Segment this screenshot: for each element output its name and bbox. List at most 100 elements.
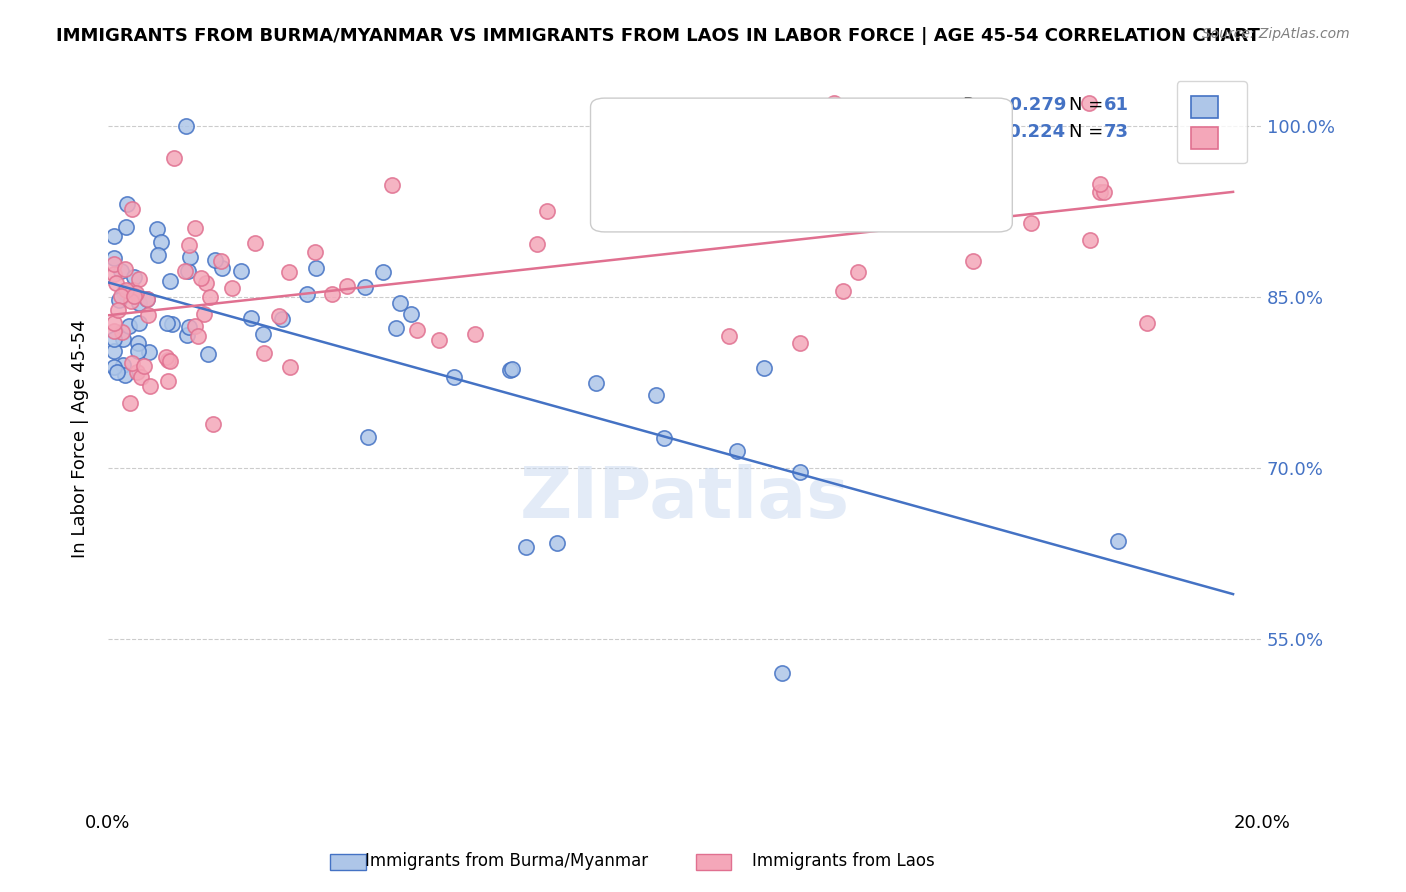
Point — [1078, 233, 1101, 247]
Point — [1135, 316, 1157, 330]
Point — [278, 359, 301, 374]
Y-axis label: In Labor Force | Age 45-54: In Labor Force | Age 45-54 — [72, 319, 89, 558]
Point — [1077, 95, 1099, 110]
Point — [114, 219, 136, 234]
Point — [354, 279, 377, 293]
Text: N =: N = — [1069, 123, 1108, 141]
Point — [163, 151, 186, 165]
Point — [388, 295, 411, 310]
Point — [149, 235, 172, 249]
Point — [111, 359, 134, 373]
Point — [121, 356, 143, 370]
Point — [823, 95, 845, 110]
Point — [103, 332, 125, 346]
Point — [110, 264, 132, 278]
Point — [673, 216, 696, 230]
Point — [193, 307, 215, 321]
Point — [209, 254, 232, 268]
Point — [546, 536, 568, 550]
Point — [176, 327, 198, 342]
Text: Source: ZipAtlas.com: Source: ZipAtlas.com — [1202, 27, 1350, 41]
Point — [725, 443, 748, 458]
Point — [194, 276, 217, 290]
Point — [1092, 185, 1115, 199]
Point — [405, 322, 427, 336]
Point — [1107, 534, 1129, 549]
Point — [1090, 185, 1112, 199]
Point — [117, 197, 139, 211]
Text: Immigrants from Burma/Myanmar: Immigrants from Burma/Myanmar — [364, 852, 648, 870]
Point — [103, 267, 125, 281]
Point — [179, 250, 201, 264]
Text: 73: 73 — [1104, 123, 1129, 141]
Point — [585, 376, 607, 390]
Point — [304, 245, 326, 260]
Point — [190, 271, 212, 285]
Point — [443, 369, 465, 384]
Point — [105, 276, 128, 290]
Point — [526, 237, 548, 252]
Point — [211, 260, 233, 275]
Point — [645, 388, 668, 402]
Point — [221, 280, 243, 294]
Point — [177, 320, 200, 334]
Point — [111, 332, 134, 346]
Point — [277, 265, 299, 279]
Point — [718, 329, 741, 343]
Text: R =: R = — [963, 123, 1008, 141]
Point — [103, 251, 125, 265]
Point — [831, 284, 853, 298]
Point — [108, 293, 131, 307]
Text: -0.279: -0.279 — [1002, 96, 1067, 114]
Point — [652, 431, 675, 445]
Point — [240, 310, 263, 325]
Point — [789, 465, 811, 479]
Text: 61: 61 — [1104, 96, 1129, 114]
Point — [252, 326, 274, 341]
Point — [427, 333, 450, 347]
Point — [962, 254, 984, 268]
Point — [128, 272, 150, 286]
Point — [336, 278, 359, 293]
Point — [125, 285, 148, 300]
Point — [464, 326, 486, 341]
Point — [174, 119, 197, 133]
Point — [202, 417, 225, 432]
Point — [121, 294, 143, 309]
Point — [1019, 217, 1042, 231]
Point — [162, 317, 184, 331]
Point — [501, 361, 523, 376]
Point — [197, 347, 219, 361]
Point — [148, 247, 170, 261]
Point — [105, 366, 128, 380]
Point — [103, 257, 125, 271]
Point — [385, 320, 408, 334]
Point — [498, 363, 520, 377]
Point — [120, 396, 142, 410]
Point — [115, 283, 138, 297]
Point — [136, 292, 159, 306]
Point — [381, 178, 404, 192]
Point — [103, 325, 125, 339]
Point — [159, 354, 181, 368]
Text: R =: R = — [963, 96, 1002, 114]
Point — [125, 365, 148, 379]
Point — [107, 302, 129, 317]
Point — [128, 316, 150, 330]
Point — [112, 285, 135, 300]
Point — [917, 177, 939, 191]
Point — [846, 265, 869, 279]
Point — [305, 261, 328, 276]
Point — [269, 309, 291, 323]
Point — [122, 289, 145, 303]
Point — [752, 361, 775, 376]
Point — [970, 183, 993, 197]
Point — [114, 368, 136, 383]
Legend: , : , — [1177, 81, 1247, 163]
Point — [295, 286, 318, 301]
Point — [122, 269, 145, 284]
Point — [156, 375, 179, 389]
Point — [117, 318, 139, 333]
Point — [229, 264, 252, 278]
Text: IMMIGRANTS FROM BURMA/MYANMAR VS IMMIGRANTS FROM LAOS IN LABOR FORCE | AGE 45-54: IMMIGRANTS FROM BURMA/MYANMAR VS IMMIGRA… — [56, 27, 1260, 45]
